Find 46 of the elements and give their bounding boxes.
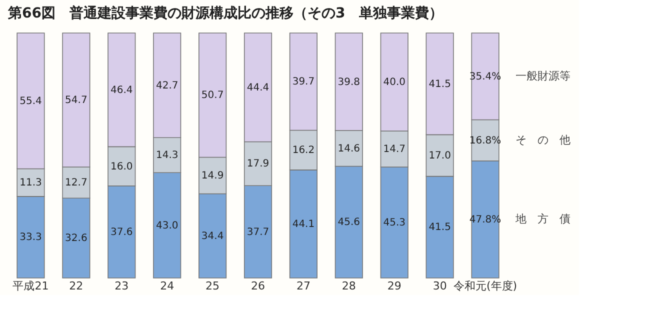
x-tick-label: 23 (114, 280, 129, 292)
data-label: 32.6 (65, 233, 88, 244)
data-label: 40.0 (383, 77, 406, 88)
x-tick-label: 29 (387, 280, 402, 292)
data-label: 45.3 (383, 218, 406, 229)
data-label: 44.1 (292, 218, 315, 230)
x-tick-label: 28 (342, 280, 356, 292)
data-label: 46.4 (110, 84, 133, 96)
data-label: 16.0 (110, 161, 133, 172)
data-label: 45.6 (338, 217, 360, 228)
data-label: 37.7 (246, 226, 270, 238)
chart-title: 第66図 普通建設事業費の財源構成比の推移（その3 単独事業費） (7, 4, 444, 22)
x-tick-label: 26 (251, 280, 265, 292)
data-label: 44.4 (246, 82, 270, 94)
data-label: 55.4 (20, 96, 42, 107)
data-label: 12.7 (65, 178, 88, 189)
x-tick-label: 24 (160, 280, 174, 292)
x-tick-label: 平成21 (12, 280, 49, 292)
data-label: 39.8 (338, 76, 360, 88)
data-label: 17.9 (246, 158, 270, 170)
data-label: 16.2 (292, 145, 315, 156)
data-label: 16.8% (469, 135, 502, 146)
data-label: 14.6 (338, 143, 360, 154)
data-label: 14.7 (383, 144, 406, 156)
data-label: 43.0 (156, 220, 178, 232)
x-tick-label: 27 (296, 280, 310, 292)
data-label: 17.0 (428, 150, 451, 162)
x-tick-label: 25 (206, 280, 220, 292)
data-label: 54.7 (65, 95, 88, 106)
data-label: 41.5 (428, 222, 451, 234)
data-label: 11.3 (20, 178, 42, 189)
data-label: 42.7 (156, 80, 178, 92)
data-label: 39.7 (292, 76, 315, 88)
series-label: 地 方 債 (514, 212, 570, 226)
data-label: 41.5 (428, 78, 451, 90)
data-label: 33.3 (20, 232, 42, 244)
series-label: 一般財源等 (515, 69, 570, 82)
data-label: 14.3 (156, 150, 178, 162)
data-label: 14.9 (201, 170, 224, 182)
series-label: そ の 他 (515, 133, 570, 146)
x-tick-label: 令和元(年度) (453, 280, 518, 292)
data-label: 34.4 (201, 230, 224, 242)
data-label: 37.6 (110, 226, 133, 238)
x-tick-label: 30 (432, 280, 447, 292)
x-tick-label: 22 (69, 280, 84, 292)
data-label: 50.7 (201, 90, 224, 102)
